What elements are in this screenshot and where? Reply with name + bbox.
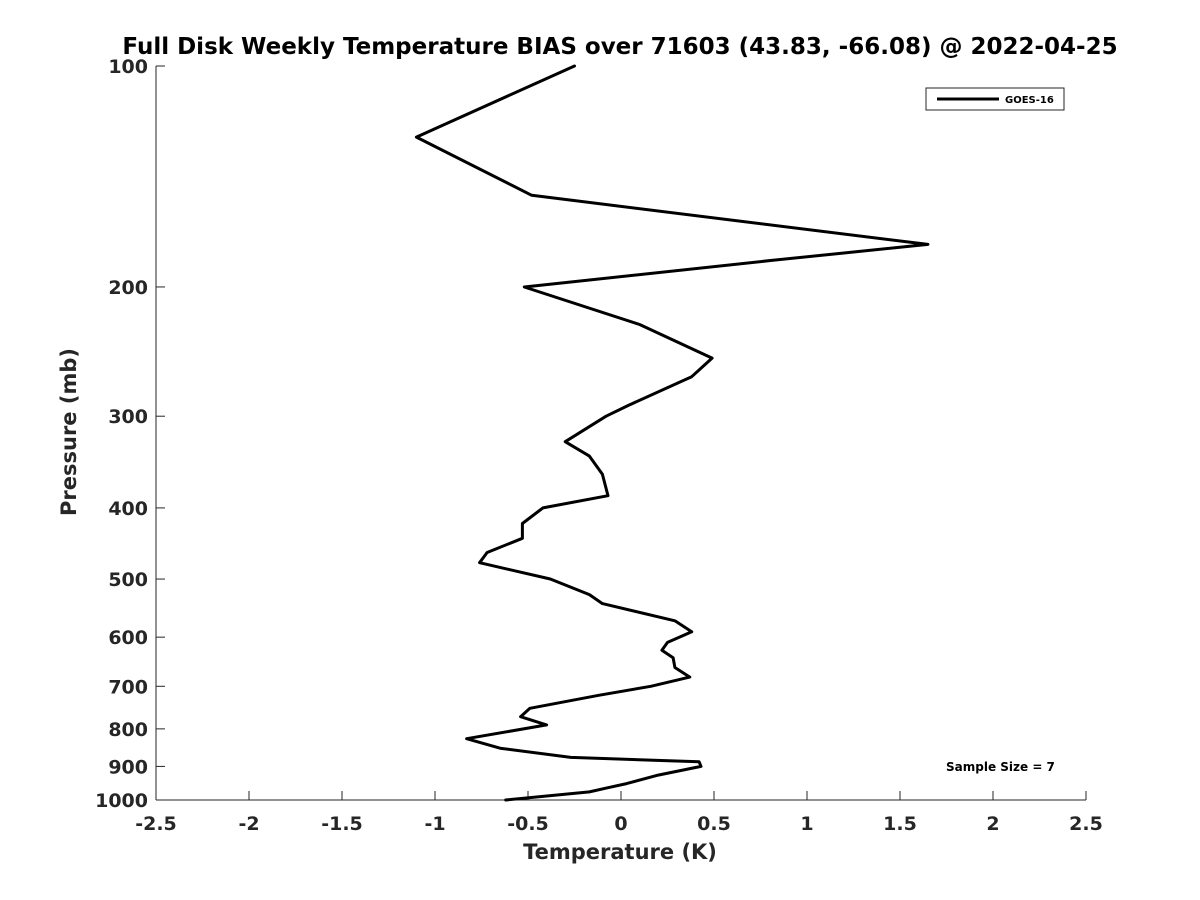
series-line-goes16 bbox=[414, 64, 930, 802]
y-axis-label: Pressure (mb) bbox=[57, 348, 81, 516]
y-tick-label: 600 bbox=[108, 627, 148, 649]
x-tick-label: -0.5 bbox=[507, 813, 549, 835]
y-tick-label: 200 bbox=[108, 277, 148, 299]
x-tick-label: 2 bbox=[986, 813, 999, 835]
y-tick-label: 300 bbox=[108, 406, 148, 428]
chart-title: Full Disk Weekly Temperature BIAS over 7… bbox=[122, 34, 1117, 60]
x-tick-label: 2.5 bbox=[1069, 813, 1103, 835]
y-tick-label: 900 bbox=[108, 756, 148, 778]
x-tick-label: -2.5 bbox=[135, 813, 177, 835]
x-axis-label: Temperature (K) bbox=[523, 840, 717, 864]
x-tick-label: -2 bbox=[238, 813, 259, 835]
y-tick-label: 800 bbox=[108, 719, 148, 741]
y-tick-label: 1000 bbox=[95, 790, 148, 812]
x-tick-label: 0 bbox=[614, 813, 627, 835]
x-tick-label: 1.5 bbox=[883, 813, 917, 835]
legend-entry-goes16: GOES-16 bbox=[1005, 95, 1054, 106]
y-tick-label: 100 bbox=[108, 56, 148, 78]
y-tick-label: 700 bbox=[108, 676, 148, 698]
y-tick-label: 500 bbox=[108, 569, 148, 591]
sample-size-annotation: Sample Size = 7 bbox=[946, 760, 1055, 774]
plot-area: -2.5 -2 -1.5 -1 -0.5 0 0.5 1 1.5 2 2.5 100 200 300 400… bbox=[95, 56, 1103, 835]
x-tick-label: 0.5 bbox=[697, 813, 731, 835]
legend: GOES-16 bbox=[925, 87, 1065, 111]
x-tick-label: -1.5 bbox=[321, 813, 363, 835]
x-tick-label: -1 bbox=[424, 813, 445, 835]
y-tick-label: 400 bbox=[108, 498, 148, 520]
x-tick-label: 1 bbox=[800, 813, 813, 835]
